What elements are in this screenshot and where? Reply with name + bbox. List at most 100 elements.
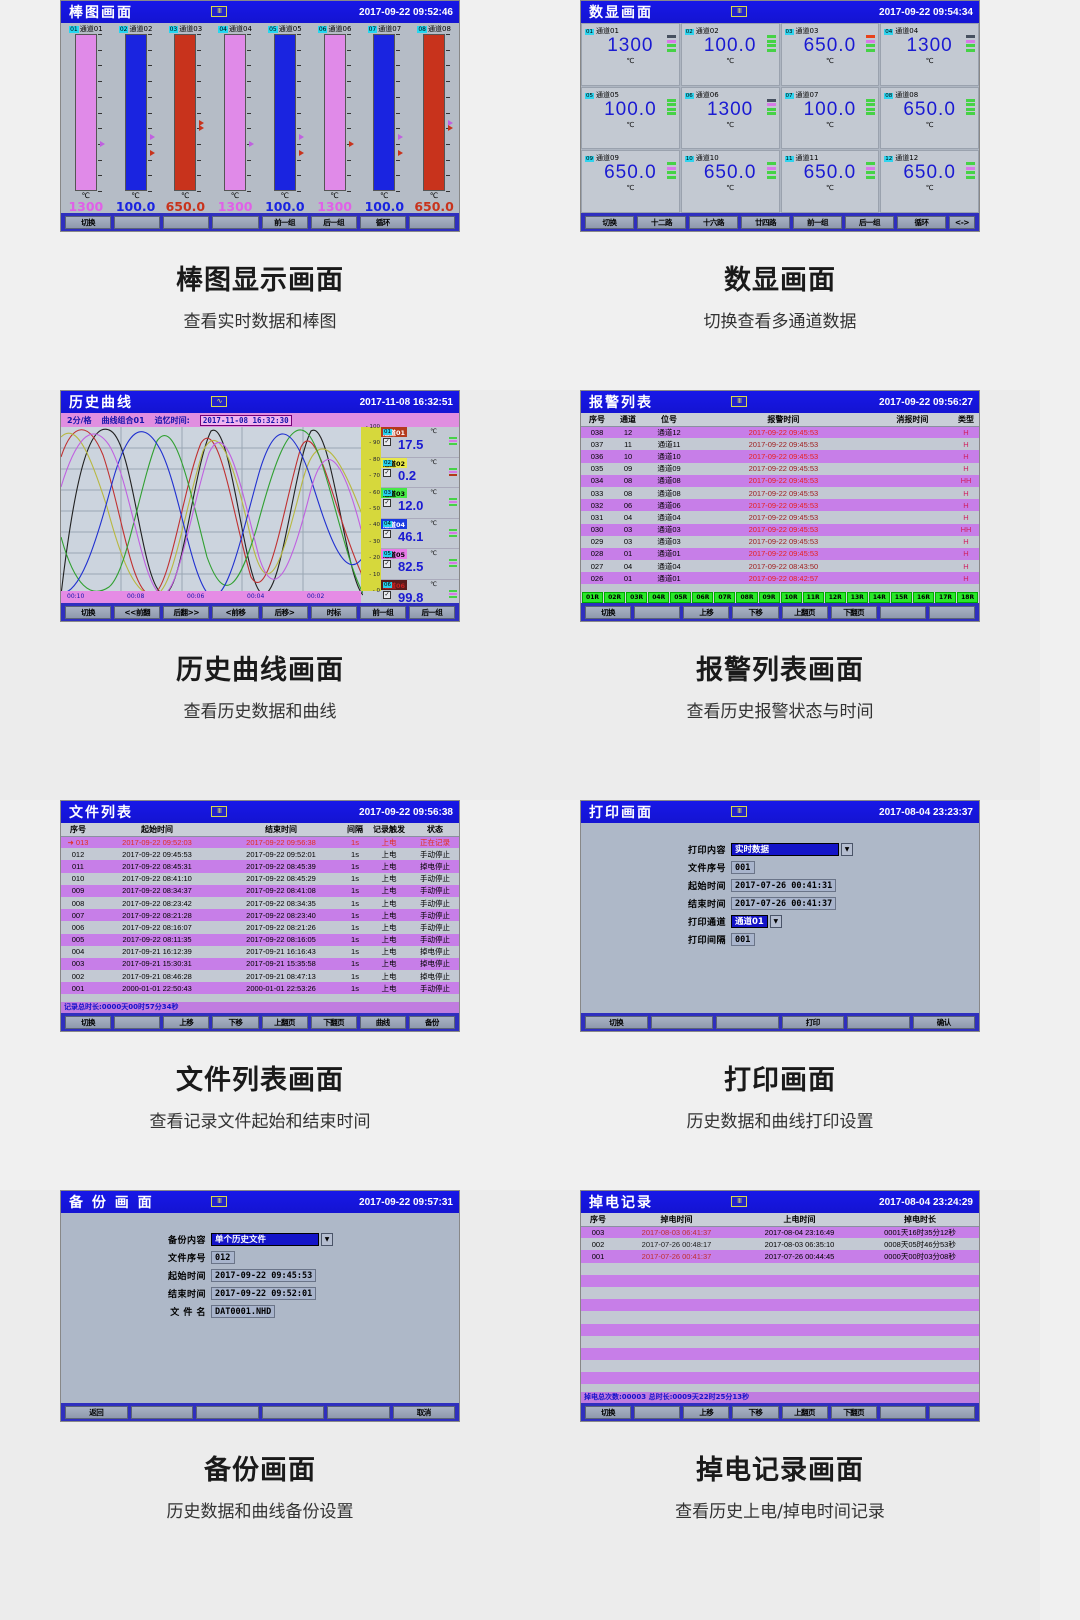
digital-cell[interactable]: 06 通道06 1300 ℃ (680, 86, 780, 150)
field-value[interactable]: 2017-09-22 09:45:53 (211, 1269, 317, 1282)
softkey-4[interactable]: 前一组 (261, 215, 308, 229)
table-row[interactable] (581, 1286, 979, 1300)
softkey-2[interactable]: 十六路 (689, 215, 738, 229)
bar-column[interactable]: 06 通道06 ℃ 1300 (310, 23, 360, 213)
softkey-4[interactable]: 前一组 (793, 215, 842, 229)
table-row[interactable]: 029 03 通道03 2017-09-22 09:45:53 H (581, 535, 979, 548)
curve-plot[interactable] (61, 427, 363, 597)
field-value[interactable]: 实时数据 (731, 843, 839, 856)
softkey-5[interactable]: 取消 (392, 1405, 455, 1419)
field-value[interactable]: 001 (731, 861, 755, 874)
screen-digital[interactable]: 数显画面 Ⅲ 2017-09-22 09:54:34 01 通道01 1300 ℃ 02… (580, 0, 980, 232)
recall-time-input[interactable]: 2017-11-08 16:32:30 (199, 414, 292, 426)
softkey-5[interactable]: 确认 (912, 1015, 975, 1029)
table-row[interactable] (581, 1274, 979, 1287)
table-row[interactable]: 030 03 通道03 2017-09-22 09:45:53 HH (581, 523, 979, 536)
table-row[interactable]: 034 08 通道08 2017-09-22 09:45:53 HH (581, 474, 979, 487)
table-row[interactable]: 009 2017-09-22 08:34:37 2017-09-22 08:41:0… (61, 884, 459, 897)
screen-power-log[interactable]: 掉电记录 Ⅲ 2017-08-04 23:24:29 序号 掉电时间 上电时间 掉电时… (580, 1190, 980, 1422)
table-row[interactable] (581, 1299, 979, 1312)
softkey-2[interactable]: 上移 (683, 605, 730, 619)
softkey-3[interactable]: 下移 (212, 1015, 259, 1029)
table-row[interactable]: 032 06 通道06 2017-09-22 09:45:53 H (581, 499, 979, 512)
digital-cell[interactable]: 09 通道09 650.0 ℃ (581, 150, 680, 213)
screen-alarm-list[interactable]: 报警列表 Ⅲ 2017-09-22 09:56:27 序号 通道 位号 报警时间 消报时… (580, 390, 980, 622)
digital-cell[interactable]: 04 通道04 1300 ℃ (880, 23, 979, 86)
table-row[interactable]: 002 2017-09-21 08:46:28 2017-09-21 08:47:1… (61, 970, 459, 983)
softkey-3[interactable]: <前移 (212, 605, 259, 619)
table-row[interactable]: 038 12 通道12 2017-09-22 09:45:53 H (581, 426, 979, 439)
digital-cell[interactable]: 01 通道01 1300 ℃ (581, 23, 680, 86)
table-row[interactable]: 033 08 通道08 2017-09-22 09:45:53 H (581, 486, 979, 500)
softkey-6[interactable]: 循环 (897, 215, 946, 229)
curve-channel-checkbox[interactable]: ✓ (383, 468, 391, 477)
digital-cell[interactable]: 10 通道10 650.0 ℃ (680, 150, 780, 213)
curve-channel-row[interactable]: 通道03 ℃ 03 ✓ 12.0 (381, 488, 459, 519)
softkey-5[interactable]: 后一组 (310, 215, 357, 229)
table-row[interactable]: 036 10 通道10 2017-09-22 09:45:53 H (581, 450, 979, 463)
softkey-0[interactable]: 切换 (585, 1405, 632, 1419)
table-row[interactable] (581, 1262, 979, 1275)
digital-cell[interactable]: 12 通道12 650.0 ℃ (880, 150, 979, 213)
field-value[interactable]: 单个历史文件 (211, 1233, 319, 1246)
softkey-6[interactable]: 曲线 (359, 1015, 406, 1029)
softkey-0[interactable]: 切换 (65, 215, 112, 229)
bar-column[interactable]: 01 通道01 ℃ 1300 (61, 23, 111, 213)
digital-cell[interactable]: 03 通道03 650.0 ℃ (780, 23, 880, 86)
softkey-5[interactable]: 下翻页 (830, 605, 877, 619)
curve-channel-row[interactable]: 通道02 ℃ 02 ✓ 0.2 (381, 457, 459, 488)
bar-column[interactable]: 08 通道08 ℃ 650.0 (409, 23, 459, 213)
softkey-4[interactable]: 上翻页 (781, 605, 828, 619)
table-row[interactable]: 035 09 通道09 2017-09-22 09:45:53 H (581, 462, 979, 475)
softkey-5[interactable]: 下翻页 (830, 1405, 877, 1419)
bar-column[interactable]: 02 通道02 ℃ 100.0 (111, 23, 161, 213)
bar-column[interactable]: 04 通道04 ℃ 1300 (210, 23, 260, 213)
curve-channel-list[interactable]: 通道01 ℃ 01 ✓ 17.5 通道02 ℃ 02 ✓ 0.2 通道03 ℃ 03 ✓ 12.0 通道04 ℃… (381, 427, 459, 610)
screen-print[interactable]: 打印画面 Ⅲ 2017-08-04 23:23:37 打印内容 实时数据 ▼ 文件序号… (580, 800, 980, 1032)
field-value[interactable]: 通道01 (731, 915, 768, 928)
softkey-4[interactable]: 上翻页 (781, 1405, 828, 1419)
softkey-0[interactable]: 切换 (585, 605, 632, 619)
table-row[interactable] (581, 1323, 979, 1336)
field-value[interactable]: 2017-07-26 00:41:37 (731, 897, 837, 910)
softkey-0[interactable]: 返回 (65, 1405, 128, 1419)
softkey-bar[interactable]: 返回 取消 (61, 1403, 459, 1421)
softkey-5[interactable]: 下翻页 (310, 1015, 357, 1029)
softkey-2[interactable]: 上移 (683, 1405, 730, 1419)
softkey-4[interactable]: 上翻页 (261, 1015, 308, 1029)
curve-channel-checkbox[interactable]: ✓ (383, 529, 391, 538)
digital-cell[interactable]: 05 通道05 100.0 ℃ (581, 86, 680, 150)
chevron-down-icon[interactable]: ▼ (321, 1233, 333, 1246)
table-row[interactable]: 004 2017-09-21 16:12:39 2017-09-21 16:16:4… (61, 945, 459, 958)
softkey-6[interactable]: 循环 (359, 215, 406, 229)
softkey-3[interactable]: 廿四路 (741, 215, 790, 229)
field-value[interactable]: 012 (211, 1251, 235, 1264)
softkey-bar[interactable]: 切换 上移 下移 上翻页 下翻页 (581, 603, 979, 621)
table-row[interactable] (581, 1335, 979, 1348)
chevron-down-icon[interactable]: ▼ (841, 843, 853, 856)
table-row[interactable]: 005 2017-09-22 08:11:35 2017-09-22 08:16:0… (61, 933, 459, 946)
softkey-bar[interactable]: 切换 上移 下移 上翻页 下翻页 (581, 1403, 979, 1421)
softkey-3[interactable]: 打印 (781, 1015, 844, 1029)
softkey-2[interactable]: 上移 (163, 1015, 210, 1029)
softkey-7[interactable]: 备份 (408, 1015, 455, 1029)
table-row[interactable]: 027 04 通道04 2017-09-22 08:43:50 H (581, 560, 979, 573)
curve-channel-row[interactable]: 通道05 ℃ 05 ✓ 82.5 (381, 549, 459, 580)
table-row[interactable]: 002 2017-07-26 00:48:17 2017-08-03 06:35:1… (581, 1238, 979, 1251)
table-row[interactable]: 003 2017-08-03 06:41:37 2017-08-04 23:16:4… (581, 1226, 979, 1239)
softkey-5[interactable]: 时标 (310, 605, 357, 619)
softkey-0[interactable]: 切换 (585, 1015, 648, 1029)
curve-channel-row[interactable]: 通道04 ℃ 04 ✓ 46.1 (381, 518, 459, 549)
table-row[interactable]: 001 2000-01-01 22:50:43 2000-01-01 22:53:2… (61, 982, 459, 995)
softkey-2[interactable]: 后翻>> (163, 605, 210, 619)
softkey-3[interactable]: 下移 (732, 605, 779, 619)
curve-channel-checkbox[interactable]: ✓ (383, 590, 391, 599)
screen-history-curve[interactable]: 历史曲线 ∿ 2017-11-08 16:32:51 2分/格 曲线组合01 追… (60, 390, 460, 622)
softkey-7[interactable]: <-> (949, 215, 975, 229)
bar-column[interactable]: 07 通道07 ℃ 100.0 (360, 23, 410, 213)
table-row[interactable]: 001 2017-07-26 00:41:37 2017-07-26 00:44:4… (581, 1250, 979, 1263)
softkey-1[interactable]: 十二路 (637, 215, 686, 229)
softkey-3[interactable]: 下移 (732, 1405, 779, 1419)
table-row[interactable]: 008 2017-09-22 08:23:42 2017-09-22 08:34:3… (61, 896, 459, 910)
table-row[interactable]: 003 2017-09-21 15:30:31 2017-09-21 15:35:5… (61, 957, 459, 971)
